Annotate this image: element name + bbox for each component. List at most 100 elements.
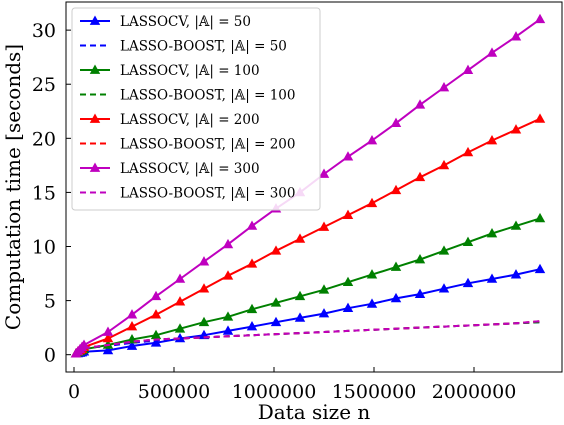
data-point (534, 263, 546, 274)
data-point (510, 31, 522, 41)
data-point (126, 321, 138, 331)
data-point (102, 332, 114, 343)
legend-swatch-marker (89, 15, 101, 25)
legend-swatch-marker (89, 162, 101, 172)
data-point (510, 124, 522, 134)
data-point (510, 269, 522, 279)
data-point (486, 273, 498, 283)
x-tick-label: 1000000 (232, 381, 317, 403)
y-axis: 0 5 10 15 20 25 30 (32, 20, 71, 367)
legend: LASSOCV, |𝔸| = 50 LASSO-BOOST, |𝔸| = 50 LA… (71, 7, 321, 211)
y-tick-label: 0 (44, 345, 56, 367)
data-point (198, 256, 210, 266)
data-point (246, 303, 258, 314)
y-axis-label: Computation time [seconds] (1, 44, 25, 330)
data-point (390, 184, 402, 195)
legend-entry-label: LASSO-BOOST, |𝔸| = 300 (120, 186, 296, 202)
data-point (150, 290, 162, 301)
data-point (510, 220, 522, 230)
data-point (150, 309, 162, 319)
data-point (294, 312, 306, 322)
data-point (438, 283, 450, 293)
data-point (198, 316, 210, 327)
data-point (414, 288, 426, 298)
data-point (486, 228, 498, 238)
y-tick-label: 15 (32, 182, 56, 204)
legend-entry-label: LASSO-BOOST, |𝔸| = 200 (120, 137, 296, 153)
legend-entry-label: LASSOCV, |𝔸| = 50 (120, 14, 251, 30)
data-point (414, 253, 426, 264)
data-point (342, 209, 354, 219)
y-tick-label: 20 (32, 128, 56, 150)
data-point (318, 221, 330, 231)
data-point (534, 212, 546, 223)
data-point (438, 245, 450, 255)
data-point (366, 197, 378, 208)
data-point (318, 284, 330, 294)
data-point (414, 171, 426, 182)
data-point (174, 273, 186, 283)
data-point (462, 146, 474, 157)
data-point (486, 134, 498, 145)
data-point (438, 159, 450, 170)
data-point (222, 325, 234, 335)
legend-entry-label: LASSOCV, |𝔸| = 300 (120, 161, 260, 177)
data-point (462, 236, 474, 247)
data-point (78, 339, 90, 349)
data-point (246, 220, 258, 230)
x-tick-label: 1500000 (332, 381, 417, 403)
x-tick-label: 0 (68, 381, 80, 403)
data-point (486, 47, 498, 57)
data-point (246, 258, 258, 268)
data-point (174, 332, 186, 343)
data-point (222, 238, 234, 249)
legend-entry-label: LASSOCV, |𝔸| = 200 (120, 112, 260, 128)
data-point (414, 99, 426, 109)
data-point (174, 323, 186, 333)
data-point (462, 277, 474, 288)
y-tick-label: 25 (32, 74, 56, 96)
data-point (390, 292, 402, 303)
legend-swatch-marker (89, 64, 101, 74)
data-point (174, 296, 186, 306)
data-point (342, 302, 354, 313)
legend-entry-label: LASSOCV, |𝔸| = 100 (120, 63, 260, 79)
data-point (150, 329, 162, 340)
data-point (390, 261, 402, 271)
data-point (270, 316, 282, 327)
data-point (534, 13, 546, 24)
data-point (222, 311, 234, 321)
legend-box (71, 7, 321, 211)
y-tick-label: 5 (44, 291, 56, 313)
data-point (366, 269, 378, 279)
data-point (366, 298, 378, 308)
data-point (534, 113, 546, 123)
data-point (270, 245, 282, 255)
data-point (198, 283, 210, 293)
data-point (390, 117, 402, 128)
data-point (462, 64, 474, 75)
plot-frame (65, 1, 563, 373)
x-tick-label: 2000000 (432, 381, 517, 403)
x-axis-label: Data size n (258, 400, 371, 424)
data-point (342, 151, 354, 161)
y-tick-label: 30 (32, 20, 56, 42)
data-point (126, 340, 138, 350)
data-point (318, 308, 330, 318)
data-point (294, 233, 306, 243)
data-point (342, 276, 354, 287)
data-point (438, 81, 450, 92)
legend-entry-label: LASSO-BOOST, |𝔸| = 50 (120, 39, 287, 55)
data-point (366, 134, 378, 145)
data-point (102, 344, 114, 355)
data-point (246, 321, 258, 331)
data-point (294, 290, 306, 301)
x-tick-label: 500000 (138, 381, 211, 403)
legend-swatch-marker (89, 113, 101, 123)
legend-entry-label: LASSO-BOOST, |𝔸| = 100 (120, 88, 296, 104)
data-point (126, 309, 138, 319)
series-layer (70, 13, 546, 358)
series-line-dashed (75, 320, 541, 355)
data-point (270, 297, 282, 307)
